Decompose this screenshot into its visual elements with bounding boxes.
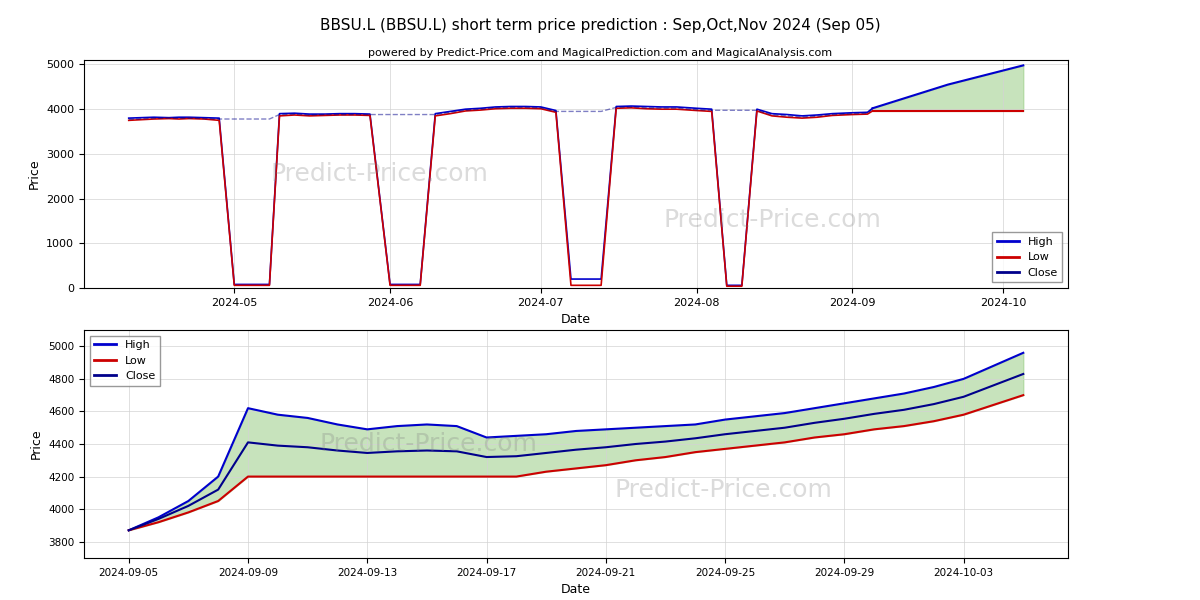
- Legend: High, Low, Close: High, Low, Close: [992, 232, 1062, 283]
- Text: Predict-Price.com: Predict-Price.com: [664, 208, 882, 232]
- Text: Predict-Price.com: Predict-Price.com: [614, 478, 833, 502]
- Text: Predict-Price.com: Predict-Price.com: [270, 162, 488, 186]
- Legend: High, Low, Close: High, Low, Close: [90, 335, 160, 386]
- Text: Predict-Price.com: Predict-Price.com: [614, 478, 833, 502]
- Text: Predict-Price.com: Predict-Price.com: [270, 162, 488, 186]
- Text: powered by Predict-Price.com and MagicalPrediction.com and MagicalAnalysis.com: powered by Predict-Price.com and Magical…: [368, 48, 832, 58]
- Y-axis label: Price: Price: [28, 158, 41, 190]
- Text: Predict-Price.com: Predict-Price.com: [319, 432, 538, 456]
- X-axis label: Date: Date: [560, 583, 590, 596]
- Text: Predict-Price.com: Predict-Price.com: [664, 208, 882, 232]
- Text: BBSU.L (BBSU.L) short term price prediction : Sep,Oct,Nov 2024 (Sep 05): BBSU.L (BBSU.L) short term price predict…: [319, 18, 881, 33]
- Y-axis label: Price: Price: [30, 428, 42, 460]
- X-axis label: Date: Date: [560, 313, 590, 326]
- Text: Predict-Price.com: Predict-Price.com: [319, 432, 538, 456]
